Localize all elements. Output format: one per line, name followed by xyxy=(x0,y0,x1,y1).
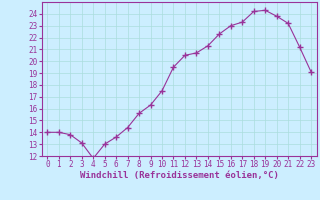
X-axis label: Windchill (Refroidissement éolien,°C): Windchill (Refroidissement éolien,°C) xyxy=(80,171,279,180)
